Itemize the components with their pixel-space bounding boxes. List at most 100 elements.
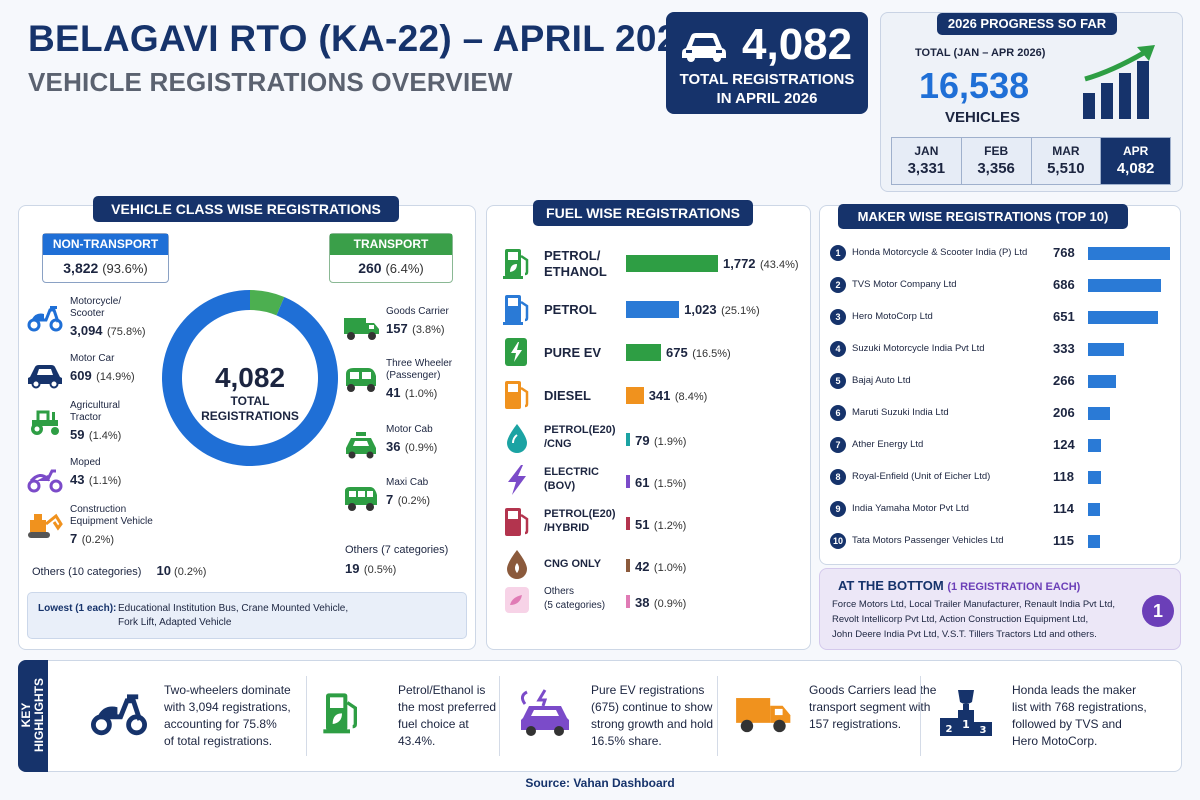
fuel-name-2: /CNG (544, 438, 572, 450)
month-label: FEB (984, 144, 1009, 158)
maker-name: Royal-Enfield (Unit of Eicher Ltd) (852, 471, 991, 482)
item-name: Construction (70, 504, 127, 515)
maker-bar (1088, 503, 1101, 516)
item-pct: (1.0%) (404, 388, 438, 400)
highlight-line: Honda leads the maker (1012, 683, 1137, 697)
item-pct: (0.2%) (81, 534, 115, 546)
lowest-box: Lowest (1 each): Educational Institution… (27, 592, 467, 639)
highlight-line: the most preferred (398, 700, 497, 714)
highlight-divider (499, 676, 500, 756)
fuel-name-2: (5 categories) (544, 600, 606, 611)
item-pct: (3.8%) (412, 324, 445, 336)
fuel-row: PETROL(E20) /HYBRID 51 (1.2%) (500, 505, 800, 541)
highlight-divider (920, 676, 921, 756)
right-others-value: 19 (345, 561, 360, 576)
fuel-row: PURE EV 675 (16.5%) (500, 335, 800, 371)
item-pct: (0.2%) (397, 495, 431, 507)
item-name-2: Tractor (70, 412, 102, 423)
maker-row: 4 Suzuki Motorcycle India Pvt Ltd 333 (830, 340, 1175, 360)
item-name-2: Scooter (70, 308, 105, 319)
highlight-text: Petrol/Ethanol is the most preferred fuel … (398, 682, 538, 750)
highlight-line: Petrol/Ethanol is (398, 683, 486, 697)
maker-row: 2 TVS Motor Company Ltd 686 (830, 276, 1175, 296)
bottom-sub: (1 REGISTRATION EACH) (947, 581, 1081, 593)
progress-title: 2026 PROGRESS SO FAR (937, 13, 1117, 35)
maker-row: 1 Honda Motorcycle & Scooter India (P) Lt… (830, 244, 1175, 264)
transport-label: TRANSPORT (330, 234, 452, 255)
fuel-row: CNG ONLY 42 (1.0%) (500, 547, 800, 583)
source-note: Source: Vahan Dashboard (525, 776, 675, 790)
donut-center-label1: TOTAL (230, 394, 270, 408)
highlight-line: Hero MotoCorp. (1012, 734, 1098, 748)
month-label: JAN (914, 144, 939, 158)
fuel-name-2: ETHANOL (544, 264, 607, 279)
non-transport-label: NON-TRANSPORT (43, 234, 168, 255)
bottom-badge: 1 (1142, 595, 1174, 627)
highlights-label2: HIGHLIGHTS (32, 678, 46, 752)
ev-charger-icon (502, 335, 532, 374)
fuel-row: DIESEL 341 (8.4%) (500, 378, 800, 414)
item-name-2: Equipment Vehicle (70, 516, 153, 527)
maker-name: Hero MotoCorp Ltd (852, 311, 933, 322)
maker-name: Bajaj Auto Ltd (852, 375, 911, 386)
maker-row: 5 Bajaj Auto Ltd 266 (830, 372, 1175, 392)
maker-bar (1088, 343, 1124, 356)
fuel-value: 42 (635, 559, 650, 574)
maker-bar (1088, 247, 1170, 260)
page-subtitle: VEHICLE REGISTRATIONS OVERVIEW (28, 67, 513, 97)
total-value: 4,082 (742, 20, 853, 69)
item-value: 36 (386, 439, 401, 454)
highlight-text: Pure EV registrations (675) continue to s… (591, 682, 731, 750)
rank-badge: 10 (830, 533, 846, 549)
total-registrations-box: 4,082 TOTAL REGISTRATIONS IN APRIL 2026 (666, 12, 868, 114)
progress-total-value: 16,538 (919, 65, 1030, 106)
fuel-value: 79 (635, 433, 650, 448)
car-icon (26, 359, 64, 394)
highlight-text: Goods Carriers lead the transport segment… (809, 682, 949, 733)
maker-row: 7 Ather Energy Ltd 124 (830, 436, 1175, 456)
item-pct: (75.8%) (107, 326, 146, 338)
fuel-pct: (43.4%) (760, 259, 799, 271)
maker-panel (819, 205, 1181, 565)
item-value: 41 (386, 385, 401, 400)
donut-center: 4,082 TOTAL REGISTRATIONS (160, 362, 340, 424)
svg-text:1: 1 (962, 718, 970, 731)
maker-bar (1088, 279, 1162, 292)
highlight-line: followed by TVS and (1012, 717, 1122, 731)
item-pct: (1.4%) (88, 430, 122, 442)
month-cell: APR 4,082 (1101, 137, 1171, 185)
fuel-bar (626, 387, 644, 404)
lowest-line2: Fork Lift, Adapted Vehicle (118, 617, 232, 628)
lowest-line1: Educational Institution Bus, Crane Mount… (118, 603, 349, 614)
fuel-title: FUEL WISE REGISTRATIONS (533, 200, 753, 226)
maker-row: 8 Royal-Enfield (Unit of Eicher Ltd) 118 (830, 468, 1175, 488)
maker-name: Maruti Suzuki India Ltd (852, 407, 949, 418)
fuel-name-2: /HYBRID (544, 522, 590, 534)
fuel-value: 675 (666, 345, 688, 360)
fuel-value: 1,023 (684, 302, 717, 317)
highlight-line: transport segment with (809, 700, 931, 714)
maker-title: MAKER WISE REGISTRATIONS (TOP 10) (838, 204, 1128, 229)
lightning-icon (502, 463, 532, 502)
item-value: 157 (386, 321, 408, 336)
rank-badge: 6 (830, 405, 846, 421)
transport-pct: (6.4%) (385, 261, 424, 276)
item-value: 3,094 (70, 323, 103, 338)
maker-row: 9 India Yamaha Motor Pvt Ltd 114 (830, 500, 1175, 520)
fuel-value: 51 (635, 517, 650, 532)
fuel-bar (626, 301, 680, 318)
maker-row: 3 Hero MotoCorp Ltd 651 (830, 308, 1175, 328)
highlight-text: Honda leads the maker list with 768 regis… (1012, 682, 1152, 750)
maker-value: 115 (1053, 533, 1074, 548)
month-cell: JAN 3,331 (891, 137, 962, 185)
highlight-line: fuel choice at (398, 717, 469, 731)
maker-bar (1088, 407, 1110, 420)
fuel-row: PETROL 1,023 (25.1%) (500, 292, 800, 328)
fuel-panel (486, 205, 811, 650)
maker-value: 768 (1053, 245, 1075, 260)
maker-name: TVS Motor Company Ltd (852, 279, 957, 290)
highlight-text: Two-wheelers dominate with 3,094 registra… (164, 682, 304, 750)
donut-slice-transport (250, 290, 285, 316)
highlight-line: with 3,094 registrations, (164, 700, 291, 714)
highlight-line: 16.5% share. (591, 734, 662, 748)
